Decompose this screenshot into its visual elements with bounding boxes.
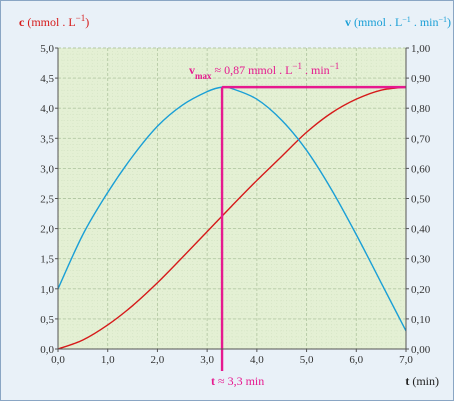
right-axis-title: v (mmol . L−1 . min−1) bbox=[345, 15, 451, 30]
left-tick-label: 3,0 bbox=[40, 163, 54, 175]
left-tick-label: 0,5 bbox=[40, 314, 54, 326]
left-tick-label: 4,5 bbox=[40, 73, 54, 85]
left-tick-label: 2,0 bbox=[40, 224, 54, 236]
right-tick-label: 0,20 bbox=[411, 284, 431, 296]
left-tick-label: 0,0 bbox=[40, 344, 54, 356]
concentration-curve bbox=[57, 86, 407, 350]
t-label: t ≈ 3,3 min bbox=[211, 374, 264, 388]
x-tick-label: 3,0 bbox=[200, 354, 214, 366]
right-tick-label: 0,90 bbox=[411, 73, 431, 85]
axis-titles: c (mmol . L−1) v (mmol . L−1 . min−1) t (m… bbox=[19, 13, 451, 388]
x-tick-label: 0,0 bbox=[51, 354, 65, 366]
right-tick-label: 0,40 bbox=[411, 224, 431, 236]
x-tick-label: 2,0 bbox=[151, 354, 165, 366]
left-tick-label: 1,0 bbox=[40, 284, 54, 296]
right-tick-label: 1,00 bbox=[411, 43, 431, 55]
x-axis-title: t (min) bbox=[405, 374, 439, 388]
right-tick-label: 0,70 bbox=[411, 133, 431, 145]
annotations bbox=[220, 85, 406, 371]
x-tick-label: 1,0 bbox=[101, 354, 115, 366]
right-tick-label: 0,80 bbox=[411, 103, 431, 115]
left-tick-label: 5,0 bbox=[40, 43, 54, 55]
tick-labels: 0,0 0,5 1,0 1,5 2,0 2,5 3,0 3,5 4,0 4,5 5,0 0,00 0,1… bbox=[40, 43, 431, 366]
right-tick-label: 0,60 bbox=[411, 163, 431, 175]
right-tick-label: 0,50 bbox=[411, 194, 431, 206]
left-tick-label: 2,5 bbox=[40, 194, 54, 206]
x-tick-label: 7,0 bbox=[399, 354, 413, 366]
right-tick-label: 0,00 bbox=[411, 344, 431, 356]
vmax-label: vmax ≈ 0,87 mmol . L−1 . min−1 bbox=[189, 61, 339, 81]
x-tick-label: 6,0 bbox=[349, 354, 363, 366]
x-tick-label: 5,0 bbox=[300, 354, 314, 366]
left-tick-label: 1,5 bbox=[40, 254, 54, 266]
left-tick-label: 3,5 bbox=[40, 133, 54, 145]
x-tick-label: 4,0 bbox=[250, 354, 264, 366]
right-tick-label: 0,30 bbox=[411, 254, 431, 266]
grid-lines bbox=[57, 47, 407, 350]
left-tick-label: 4,0 bbox=[40, 103, 54, 115]
right-tick-label: 0,10 bbox=[411, 314, 431, 326]
left-axis-title: c (mmol . L−1) bbox=[19, 13, 89, 29]
